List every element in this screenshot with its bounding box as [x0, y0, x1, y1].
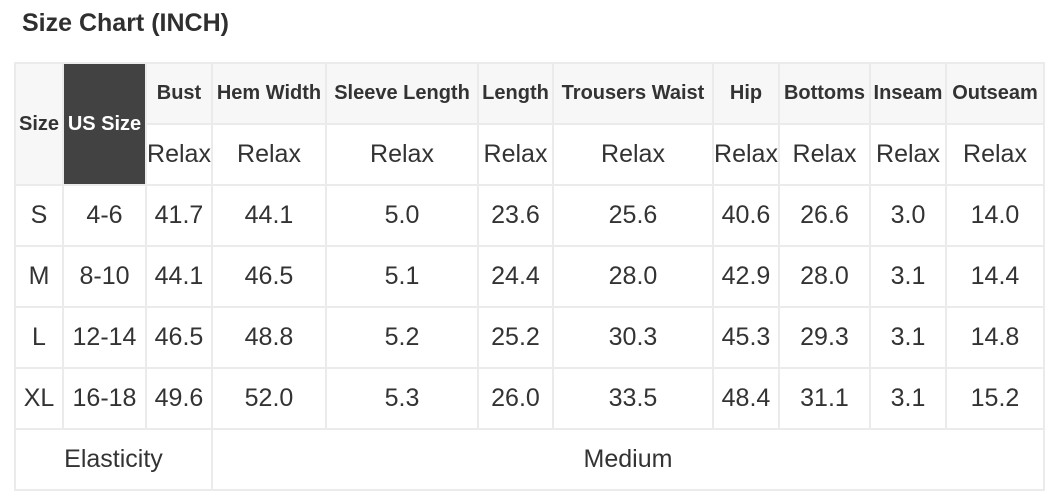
relax-label: Relax [552, 123, 714, 186]
col-header-bottoms: Bottoms [778, 62, 871, 125]
us-size-cell: 4-6 [62, 184, 147, 247]
table-cell: 26.6 [778, 184, 871, 247]
table-cell: 14.0 [945, 184, 1045, 247]
table-row-xl: XL 16-18 49.6 52.0 5.3 26.0 33.5 48.4 31… [14, 367, 1045, 430]
col-header-hip: Hip [712, 62, 780, 125]
table-cell: 46.5 [211, 245, 327, 308]
size-cell: XL [14, 367, 64, 430]
table-cell: 44.1 [211, 184, 327, 247]
table-cell: 31.1 [778, 367, 871, 430]
table-cell: 42.9 [712, 245, 780, 308]
table-cell: 3.1 [869, 367, 947, 430]
col-header-length: Length [477, 62, 554, 125]
us-size-cell: 8-10 [62, 245, 147, 308]
table-cell: 29.3 [778, 306, 871, 369]
table-cell: 5.0 [325, 184, 479, 247]
table-cell: 45.3 [712, 306, 780, 369]
table-cell: 28.0 [552, 245, 714, 308]
table-row-l: L 12-14 46.5 48.8 5.2 25.2 30.3 45.3 29.… [14, 306, 1045, 369]
elasticity-row: Elasticity Medium [14, 428, 1045, 491]
table-cell: 25.2 [477, 306, 554, 369]
subheader-row: Relax Relax Relax Relax Relax Relax Rela… [15, 123, 1045, 186]
table-cell: 40.6 [712, 184, 780, 247]
table-cell: 5.2 [325, 306, 479, 369]
table-cell: 3.0 [869, 184, 947, 247]
elasticity-value: Medium [211, 428, 1045, 491]
col-header-size: Size [14, 62, 64, 186]
table-cell: 24.4 [477, 245, 554, 308]
table-cell: 44.1 [145, 245, 213, 308]
size-chart-table: Size US Size Bust Hem Width Sleeve Lengt… [14, 62, 1045, 491]
table-cell: 28.0 [778, 245, 871, 308]
table-cell: 3.1 [869, 306, 947, 369]
size-cell: L [14, 306, 64, 369]
size-cell: S [14, 184, 64, 247]
size-cell: M [14, 245, 64, 308]
table-cell: 15.2 [945, 367, 1045, 430]
us-size-cell: 12-14 [62, 306, 147, 369]
table-cell: 5.3 [325, 367, 479, 430]
relax-label: Relax [211, 123, 327, 186]
col-header-outseam: Outseam [945, 62, 1045, 125]
table-cell: 25.6 [552, 184, 714, 247]
col-header-us-size: US Size [62, 62, 147, 186]
header-row: Size US Size Bust Hem Width Sleeve Lengt… [14, 62, 1045, 186]
table-cell: 14.4 [945, 245, 1045, 308]
table-cell: 30.3 [552, 306, 714, 369]
table-cell: 46.5 [145, 306, 213, 369]
relax-label: Relax [945, 123, 1045, 186]
table-cell: 49.6 [145, 367, 213, 430]
table-cell: 41.7 [145, 184, 213, 247]
col-header-sleeve-length: Sleeve Length [325, 62, 479, 125]
col-header-trousers-waist: Trousers Waist [552, 62, 714, 125]
relax-label: Relax [869, 123, 947, 186]
table-cell: 48.4 [712, 367, 780, 430]
elasticity-label: Elasticity [14, 428, 213, 491]
table-cell: 23.6 [477, 184, 554, 247]
relax-label: Relax [145, 123, 213, 186]
page-title: Size Chart (INCH) [22, 9, 229, 37]
relax-label: Relax [778, 123, 871, 186]
table-row-m: M 8-10 44.1 46.5 5.1 24.4 28.0 42.9 28.0… [14, 245, 1045, 308]
us-size-cell: 16-18 [62, 367, 147, 430]
relax-label: Relax [477, 123, 554, 186]
relax-label: Relax [325, 123, 479, 186]
table-cell: 52.0 [211, 367, 327, 430]
col-header-inseam: Inseam [869, 62, 947, 125]
table-cell: 26.0 [477, 367, 554, 430]
col-header-hem-width: Hem Width [211, 62, 327, 125]
col-header-bust: Bust [145, 62, 213, 125]
table-cell: 5.1 [325, 245, 479, 308]
table-row-s: S 4-6 41.7 44.1 5.0 23.6 25.6 40.6 26.6 … [14, 184, 1045, 247]
table-cell: 33.5 [552, 367, 714, 430]
table-cell: 48.8 [211, 306, 327, 369]
relax-label: Relax [712, 123, 780, 186]
table-cell: 14.8 [945, 306, 1045, 369]
table-cell: 3.1 [869, 245, 947, 308]
